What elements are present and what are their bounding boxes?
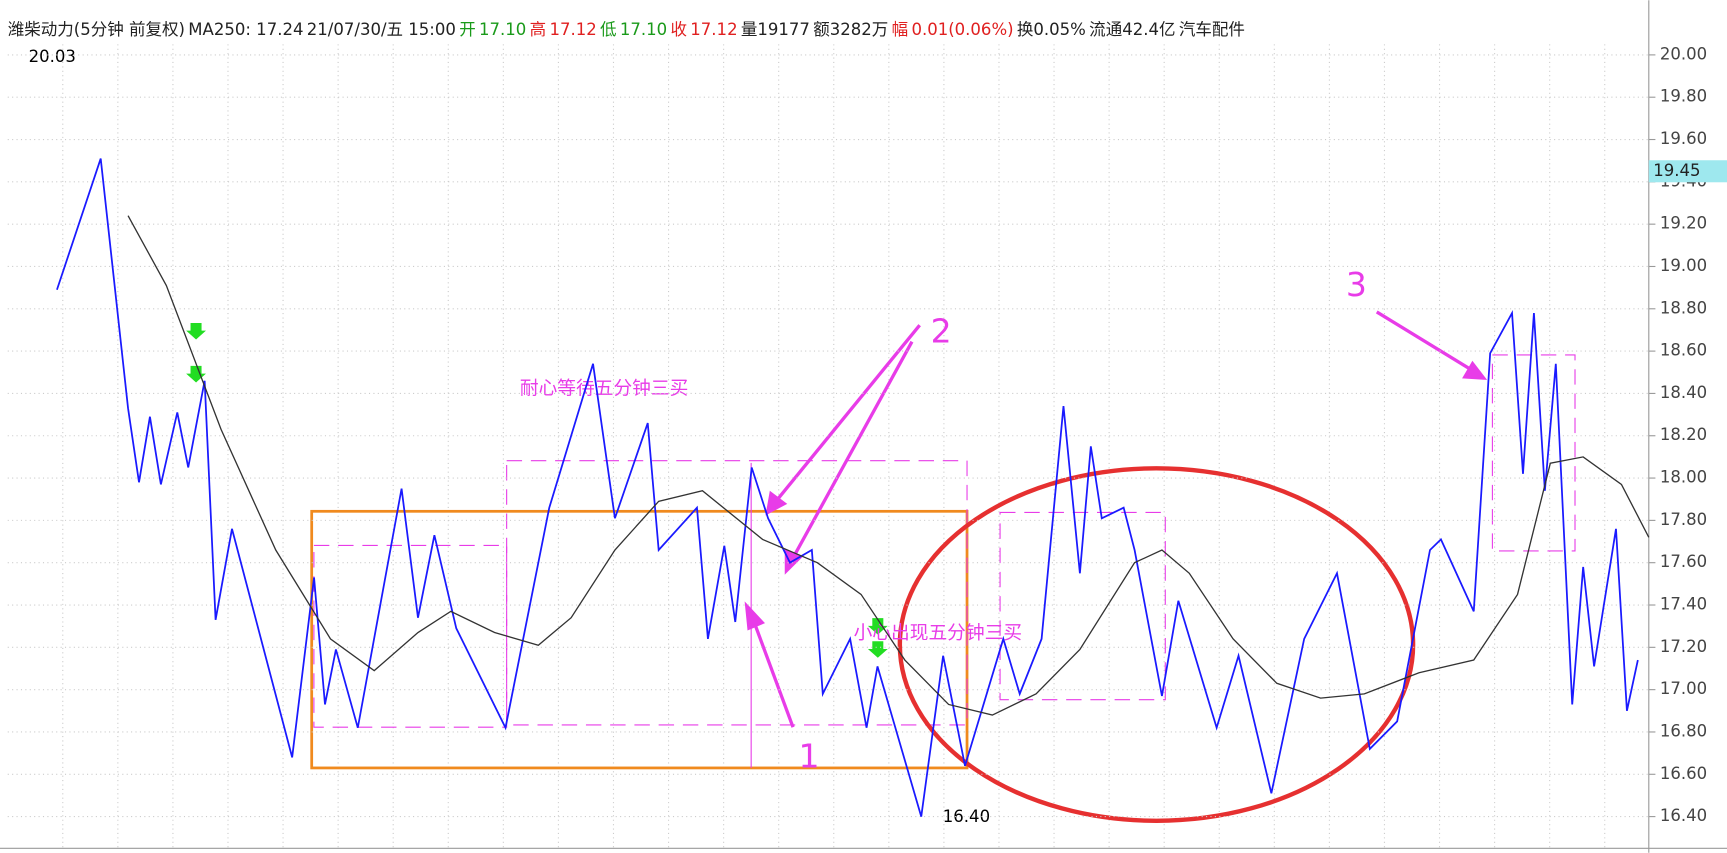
header-item: 17.12 <box>549 19 596 38</box>
header-item: 潍柴动力(5分钟 前复权) <box>8 19 185 38</box>
header-item: 17.10 <box>620 19 667 38</box>
annotation: 小心出现五分钟三买 <box>854 623 1022 644</box>
y-tick-label: 19.00 <box>1660 256 1707 275</box>
header-item: 汽车配件 <box>1179 19 1245 38</box>
header-item: 收 <box>670 19 687 38</box>
low-label: 16.40 <box>943 807 990 826</box>
y-tick-label: 16.60 <box>1660 764 1707 783</box>
header-item: 流通42.4亿 <box>1089 19 1175 38</box>
header: 潍柴动力(5分钟 前复权) MA250: 17.24 21/07/30/五 15:0… <box>8 19 1245 38</box>
pivot-box <box>506 460 968 726</box>
pivot-box <box>1491 354 1576 552</box>
header-item: 换0.05% <box>1017 19 1086 38</box>
y-tick-label: 17.60 <box>1660 552 1707 571</box>
price-tag-label: 19.45 <box>1653 161 1700 180</box>
y-tick-label: 18.60 <box>1660 341 1707 360</box>
price-tag <box>1648 160 1727 183</box>
header-item: 幅 <box>892 19 909 38</box>
y-tick-label: 17.20 <box>1660 637 1707 656</box>
pivot-box <box>313 544 508 728</box>
annotation: 1 <box>799 737 820 776</box>
signal-arrows <box>186 322 888 658</box>
y-tick-label: 18.40 <box>1660 383 1707 402</box>
y-tick-label: 20.00 <box>1660 44 1707 63</box>
header-item: 17.12 <box>690 19 737 38</box>
header-item: MA250: 17.24 <box>188 19 303 38</box>
stroke-line <box>56 158 1639 817</box>
annotation: 2 <box>931 311 952 350</box>
y-tick-label: 19.20 <box>1660 214 1707 233</box>
header-item: 21/07/30/五 15:00 <box>307 19 456 38</box>
vertical-grid <box>62 44 1606 849</box>
ma-line <box>127 215 1650 716</box>
y-tick-label: 19.80 <box>1660 87 1707 106</box>
circle <box>897 466 1416 824</box>
annotation: 耐心等待五分钟三买 <box>520 379 688 400</box>
y-tick-label: 18.00 <box>1660 468 1707 487</box>
header-item: 0.01(0.06%) <box>911 19 1013 38</box>
header-item: 额3282万 <box>813 19 888 38</box>
header-item: 量19177 <box>741 19 810 38</box>
y-tick-label: 16.80 <box>1660 721 1707 740</box>
header-item: 开 <box>459 19 476 38</box>
header-item: 17.10 <box>479 19 526 38</box>
y-tick-label: 16.40 <box>1660 806 1707 825</box>
header-item: 高 <box>530 19 547 38</box>
y-tick-label: 18.80 <box>1660 298 1707 317</box>
high-label: 20.03 <box>29 47 76 66</box>
header-item: 低 <box>600 19 617 38</box>
y-tick-label: 19.60 <box>1660 129 1707 148</box>
y-tick-label: 18.20 <box>1660 425 1707 444</box>
y-tick-label: 17.40 <box>1660 595 1707 614</box>
y-tick-label: 17.00 <box>1660 679 1707 698</box>
pivot-box <box>999 511 1166 701</box>
annotation: 3 <box>1346 265 1367 304</box>
y-tick-label: 17.80 <box>1660 510 1707 529</box>
